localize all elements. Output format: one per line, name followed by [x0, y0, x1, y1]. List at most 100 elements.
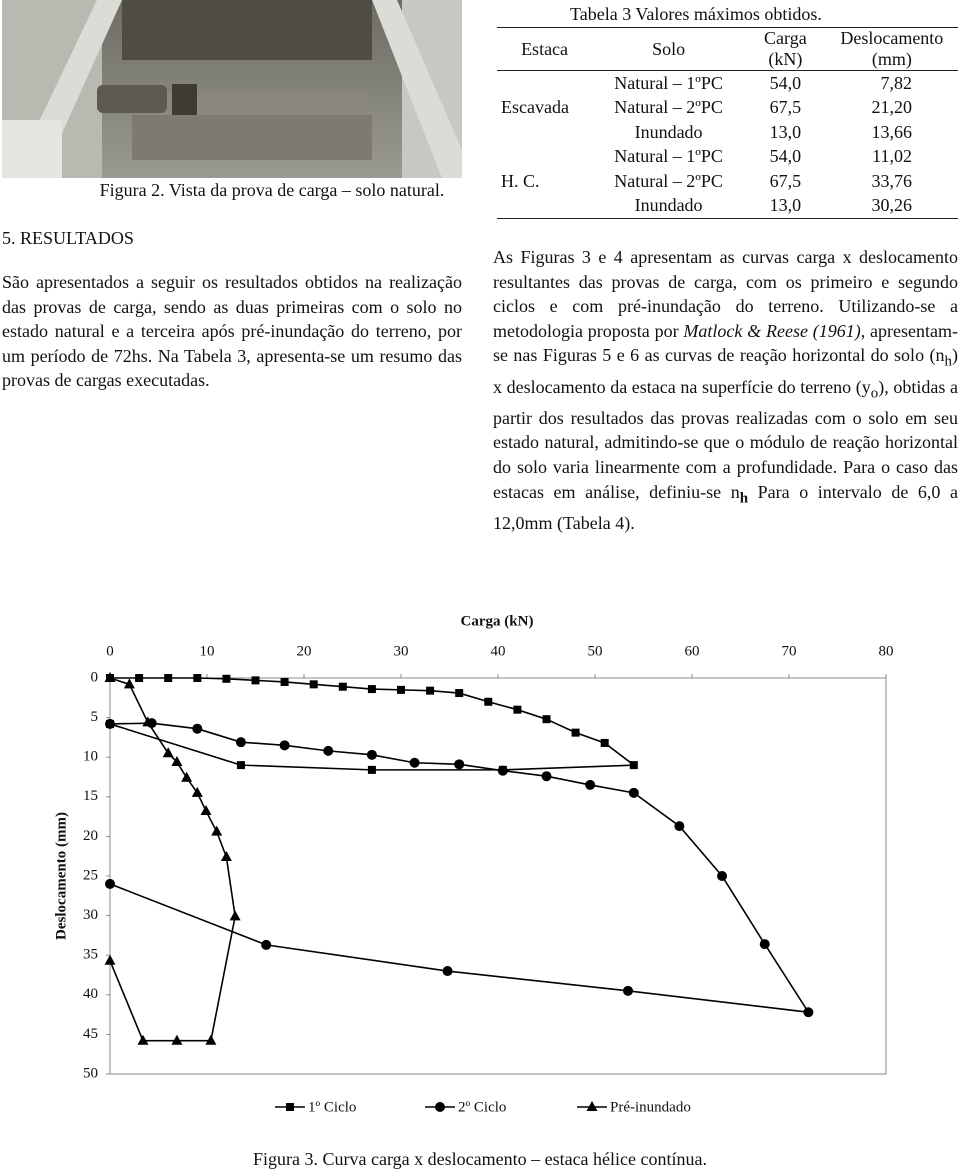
x-tick-label: 60	[685, 643, 700, 659]
table-cell: Natural – 2ºPC	[614, 97, 723, 118]
paragraph: As Figuras 3 e 4 apresentam as curvas ca…	[493, 245, 958, 535]
marker	[261, 939, 272, 950]
x-tick-label: 10	[200, 643, 215, 659]
table-cell: 13,0	[769, 121, 802, 142]
x-axis-title: Carga (kN)	[461, 613, 534, 629]
subscript: h	[944, 353, 953, 370]
marker	[280, 677, 289, 686]
legend-marker	[286, 1103, 294, 1111]
marker	[236, 761, 245, 770]
table-cell: Natural – 1ºPC	[614, 146, 723, 167]
table-header: Deslocamento (mm)	[840, 28, 944, 69]
marker	[717, 871, 728, 881]
table: Estaca Solo Carga (kN) Deslocamento (mm)…	[497, 27, 958, 219]
legend-label: 1º Ciclo	[308, 1099, 356, 1115]
legend-item: 1º Ciclo	[275, 1099, 356, 1115]
marker	[104, 954, 116, 965]
paragraph: São apresentados a seguir os resultados …	[2, 272, 462, 391]
x-tick-label: 0	[106, 643, 114, 659]
marker	[135, 674, 144, 682]
table-cell: 67,5	[769, 170, 802, 191]
y-tick-label: 30	[83, 907, 98, 923]
x-tick-label: 40	[491, 643, 506, 659]
figure-caption: Figura 3. Curva carga x deslocamento – e…	[253, 1149, 707, 1169]
marker	[105, 878, 115, 889]
marker	[571, 728, 580, 737]
y-tick-label: 40	[83, 986, 98, 1002]
table-cell: 11,02	[872, 146, 912, 167]
x-tick-label: 30	[394, 643, 409, 659]
text: As Figuras 3 e 4 apresentam as curvas ca…	[493, 247, 958, 341]
marker	[123, 678, 135, 689]
marker	[220, 850, 232, 861]
marker	[803, 1007, 814, 1018]
y-tick-label: 5	[91, 709, 99, 725]
table-cell: 13,66	[871, 121, 913, 142]
x-tick-label: 50	[588, 643, 603, 659]
table-cell: 7,82	[880, 72, 913, 93]
marker	[323, 745, 334, 756]
marker	[104, 672, 116, 682]
marker	[629, 761, 638, 770]
table-header: Carga (kN)	[764, 28, 807, 69]
marker	[600, 738, 609, 747]
marker	[164, 674, 173, 682]
marker	[367, 765, 376, 774]
table-cell: H. C.	[501, 170, 540, 191]
x-tick-label: 70	[782, 643, 797, 659]
table-cell: 13,0	[769, 195, 802, 216]
y-tick-label: 15	[83, 788, 98, 804]
marker	[366, 749, 377, 760]
legend-item: 2º Ciclo	[425, 1099, 506, 1115]
table-cell: 30,26	[871, 195, 913, 216]
marker	[251, 676, 260, 685]
marker	[162, 747, 174, 758]
marker	[442, 966, 453, 977]
y-tick-label: 25	[83, 867, 98, 883]
marker	[235, 737, 246, 748]
table-cell: 21,20	[871, 97, 913, 118]
y-tick-label: 35	[83, 947, 98, 963]
table-title: Tabela 3 Valores máximos obtidos.	[570, 4, 822, 24]
marker	[497, 765, 508, 776]
table-cell: Natural – 2ºPC	[614, 170, 723, 191]
marker	[484, 697, 493, 706]
text: , apresentam-se nas Figuras 5 e 6 as cur…	[493, 320, 959, 366]
table-cell: Natural – 1ºPC	[614, 72, 723, 93]
marker	[200, 805, 212, 816]
marker	[513, 705, 522, 714]
marker	[137, 1034, 149, 1045]
marker	[409, 757, 420, 768]
citation: Matlock & Reese (1961)	[683, 320, 861, 341]
marker	[585, 779, 596, 790]
y-tick-label: 50	[83, 1065, 98, 1081]
marker	[279, 740, 290, 751]
legend-label: 2º Ciclo	[458, 1099, 506, 1115]
subscript: h	[739, 490, 749, 507]
x-tick-label: 80	[879, 643, 894, 659]
table-cell: Inundado	[634, 121, 703, 142]
marker	[674, 821, 685, 832]
table-cell: 54,0	[769, 72, 802, 93]
x-tick-label: 20	[297, 643, 312, 659]
marker	[171, 1034, 183, 1045]
table-cell: Inundado	[634, 195, 703, 216]
subscript: o	[870, 385, 879, 402]
chart: Carga (kN) Deslocamento (mm) 0 10 20 30 40 50…	[53, 613, 894, 1115]
series-line	[109, 677, 236, 1042]
photo	[2, 0, 462, 178]
section-heading: 5. RESULTADOS	[2, 228, 134, 248]
table-header: Solo	[652, 38, 686, 59]
figure-caption: Figura 2. Vista da prova de carga – solo…	[99, 180, 445, 200]
marker	[338, 682, 347, 691]
marker	[222, 674, 231, 683]
table-cell: 54,0	[769, 146, 802, 167]
marker	[454, 759, 465, 770]
marker	[193, 674, 202, 682]
marker	[309, 680, 318, 689]
marker	[397, 685, 405, 694]
text: ) x deslocamento da estaca na superfície…	[493, 345, 958, 397]
table-cell: 33,76	[871, 170, 913, 191]
table-header: Estaca	[521, 38, 569, 59]
table-cell: Escavada	[501, 97, 569, 118]
